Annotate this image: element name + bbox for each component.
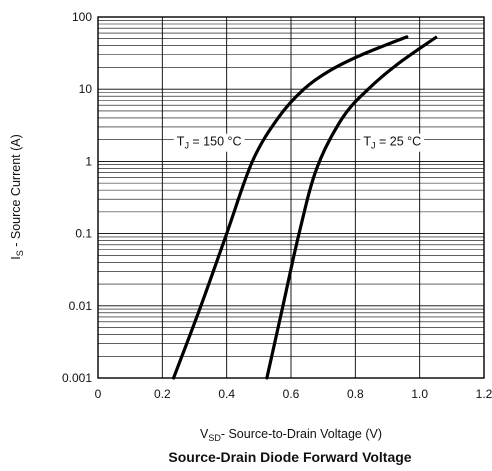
x-tick-label: 1.0: [411, 387, 428, 401]
grid-lines: [97, 16, 485, 379]
y-tick-label: 10: [79, 82, 93, 96]
x-tick-label: 0.2: [154, 387, 171, 401]
chart-title: Source-Drain Diode Forward Voltage: [168, 449, 411, 465]
x-tick-label: 0: [95, 387, 102, 401]
x-tick-label: 0.8: [347, 387, 364, 401]
x-axis-label: VSD- Source-to-Drain Voltage (V): [200, 427, 382, 443]
x-tick-label: 0.4: [218, 387, 235, 401]
x-tick-labels: 0 0.2 0.4 0.6 0.8 1.0 1.2: [95, 387, 492, 401]
y-tick-label: 0.01: [69, 299, 93, 313]
series-line-tj-150c: [171, 35, 409, 380]
plot-frame: [97, 16, 485, 379]
series-label-background: [360, 133, 425, 152]
series-label-tj-150c: TJ = 150 °C: [177, 135, 242, 151]
y-axis-label: IS - Source Current (A): [9, 134, 25, 260]
series-label-background: [173, 133, 245, 152]
series-line-tj-25c: [265, 35, 438, 380]
y-tick-label: 0.001: [62, 371, 92, 385]
x-tick-label: 0.6: [283, 387, 300, 401]
y-tick-labels: 0.001 0.01 0.1 1 10 100: [62, 10, 92, 385]
series-layer: TJ = 150 °C TJ = 25 °C: [171, 35, 438, 380]
y-tick-label: 1: [85, 154, 92, 168]
x-tick-label: 1.2: [476, 387, 492, 401]
series-label-tj-25c: TJ = 25 °C: [363, 135, 421, 151]
y-tick-label: 100: [72, 10, 92, 24]
y-tick-label: 0.1: [75, 227, 92, 241]
